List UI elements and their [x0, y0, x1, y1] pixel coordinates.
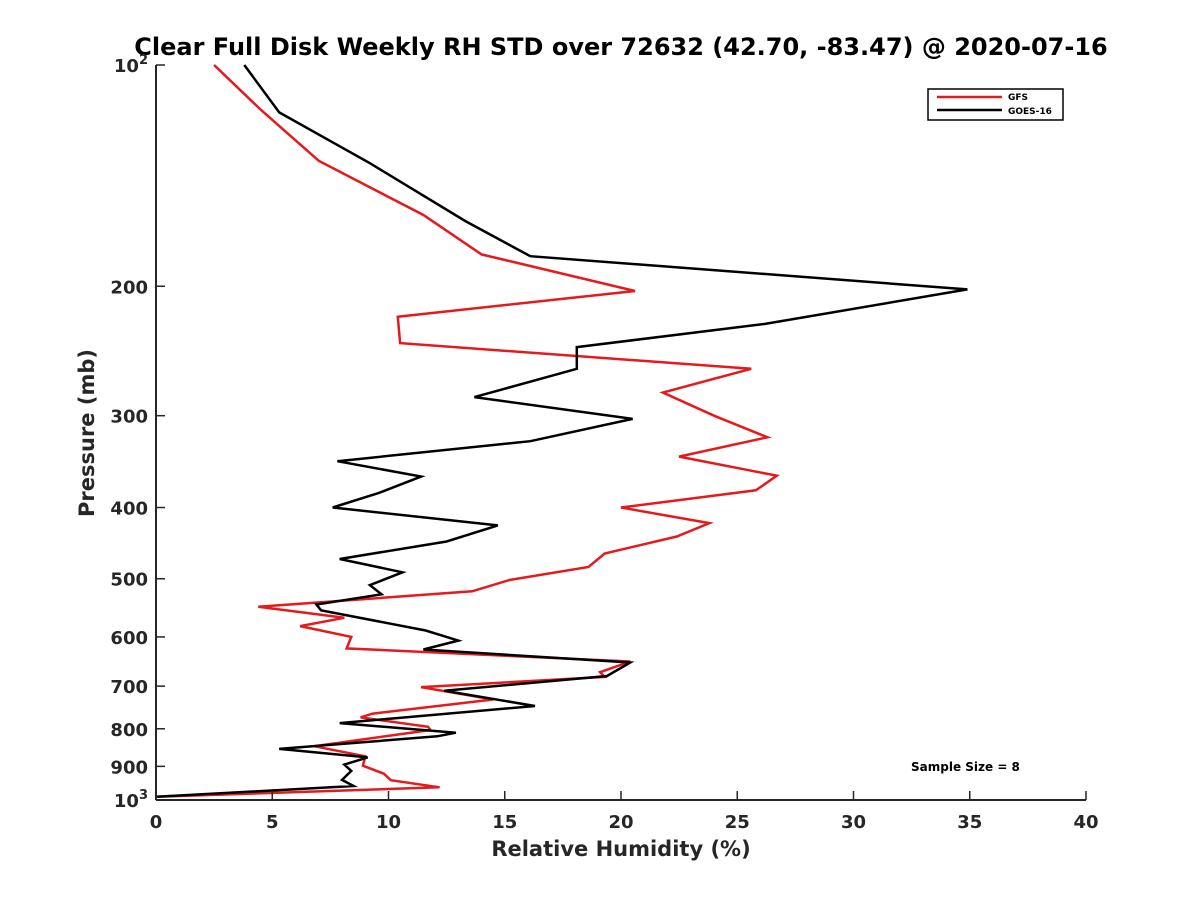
x-tick-label: 40	[1073, 812, 1098, 833]
legend: GFS GOES-16	[927, 88, 1064, 121]
x-tick-label: 30	[841, 812, 866, 833]
y-tick-label: 900	[110, 757, 148, 778]
y-tick-label: 700	[110, 677, 148, 698]
series-line-goes16	[155, 64, 968, 799]
series-layer	[155, 64, 968, 799]
x-tick-label: 20	[608, 812, 633, 833]
x-ticks: 0 5 10 15 20 25 30 35 40	[150, 791, 1099, 833]
legend-label-gfs: GFS	[1008, 93, 1028, 103]
y-tick-label: 800	[110, 720, 148, 741]
chart-title: Clear Full Disk Weekly RH STD over 72632…	[134, 33, 1107, 61]
legend-box	[927, 88, 1064, 121]
x-tick-label: 0	[150, 812, 163, 833]
x-tick-label: 15	[492, 812, 517, 833]
y-tick-label: 600	[110, 628, 148, 649]
plot-axes	[155, 65, 1086, 801]
x-tick-label: 5	[266, 812, 279, 833]
x-tick-label: 10	[376, 812, 401, 833]
legend-label-goes16: GOES-16	[1008, 107, 1052, 117]
x-tick-label: 35	[957, 812, 982, 833]
y-tick-label: 102	[114, 53, 148, 77]
x-tick-label: 25	[725, 812, 750, 833]
y-axis-label: Pressure (mb)	[75, 349, 99, 517]
series-line-gfs	[155, 64, 780, 799]
y-tick-label: 400	[110, 499, 148, 520]
x-axis-label: Relative Humidity (%)	[491, 837, 750, 861]
y-tick-label: 300	[110, 407, 148, 428]
y-tick-label: 103	[114, 788, 148, 812]
sample-size-annotation: Sample Size = 8	[911, 760, 1020, 774]
y-tick-label: 200	[110, 277, 148, 298]
y-tick-label: 500	[110, 570, 148, 591]
y-ticks: 102 200 300 400 500 600 700 800 900 103	[110, 53, 165, 812]
